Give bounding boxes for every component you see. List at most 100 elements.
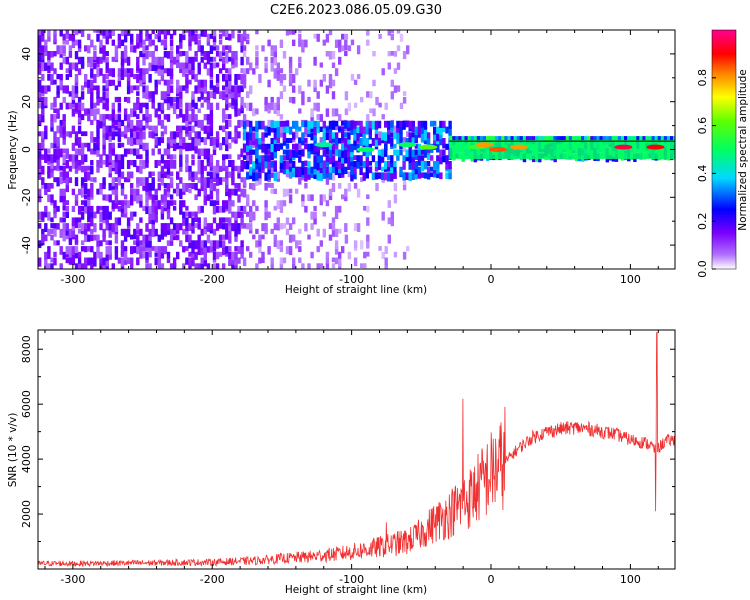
heatmap-cell <box>130 45 134 53</box>
heatmap-cell <box>249 251 253 258</box>
heatmap-cell <box>228 85 232 94</box>
heatmap-cell <box>142 91 146 99</box>
heatmap-cell <box>228 142 232 149</box>
heatmap-cell <box>206 148 211 158</box>
heatmap-cell <box>304 143 308 150</box>
heatmap-cell <box>578 136 582 143</box>
heatmap-cell <box>68 240 73 245</box>
heatmap-cell <box>62 234 66 242</box>
heatmap-cell <box>384 132 388 141</box>
heatmap-cell <box>292 257 296 265</box>
heatmap-cell <box>41 51 45 61</box>
heatmap-cell <box>264 223 268 232</box>
heatmap-cell <box>372 79 376 87</box>
heatmap-cell <box>68 91 73 97</box>
heatmap-cell <box>264 143 268 151</box>
heatmap-cell <box>212 205 217 215</box>
heatmap-cell <box>105 62 109 70</box>
heatmap-cell <box>448 161 452 170</box>
heatmap-cell <box>123 211 128 218</box>
heatmap-cell <box>139 217 143 223</box>
heatmap-cell <box>117 165 122 174</box>
heatmap-cell <box>47 165 51 174</box>
heatmap-cell <box>331 138 336 143</box>
heatmap-cell <box>307 263 311 269</box>
heatmap-cell <box>212 246 217 252</box>
heatmap-cell <box>396 85 401 92</box>
heatmap-cell <box>126 177 131 183</box>
heatmap-cell <box>380 138 385 144</box>
heatmap-cell <box>117 114 122 122</box>
heatmap-cell <box>130 200 134 206</box>
heatmap-cell <box>307 79 311 87</box>
heatmap-cell <box>44 211 48 218</box>
heatmap-cell <box>359 155 363 162</box>
heatmap-cell <box>74 217 79 224</box>
heatmap-cell <box>200 177 204 187</box>
heatmap-cell <box>185 211 189 217</box>
heatmap-cell <box>130 39 134 45</box>
heatmap-cell <box>53 142 57 149</box>
heatmap-cell <box>215 165 220 174</box>
heatmap-cell <box>179 51 183 57</box>
heatmap-cell <box>417 126 422 134</box>
heatmap-cell <box>105 51 109 56</box>
heatmap-cell <box>307 126 311 134</box>
heatmap-cell <box>133 137 137 145</box>
heatmap-cell <box>366 217 370 226</box>
heatmap-cell <box>163 148 168 156</box>
heatmap-cell <box>215 188 220 195</box>
heatmap-cell <box>136 194 140 204</box>
heatmap-cell <box>298 39 302 47</box>
heatmap-cell <box>93 142 97 151</box>
heatmap-cell <box>80 228 85 235</box>
heatmap-cell <box>252 132 256 141</box>
heatmap-cell <box>234 228 238 237</box>
heatmap-cell <box>166 200 171 210</box>
heatmap-cell <box>414 172 418 180</box>
heatmap-cell <box>93 211 97 219</box>
heatmap-cell <box>420 155 425 161</box>
heatmap-cell <box>145 142 149 150</box>
heatmap-cell <box>316 228 320 237</box>
heatmap-cell <box>334 161 339 167</box>
heatmap-cell <box>380 132 385 141</box>
heatmap-cell <box>59 188 63 196</box>
heatmap-cell <box>267 126 271 136</box>
heatmap-cell <box>252 200 256 207</box>
heatmap-cell <box>203 217 207 227</box>
heatmap-cell <box>87 165 91 171</box>
heatmap-cell <box>53 228 57 237</box>
heatmap-cell <box>96 148 100 157</box>
heatmap-cell <box>366 39 370 46</box>
heatmap-cell <box>194 142 198 151</box>
heatmap-cell <box>172 154 177 160</box>
heatmap-cell <box>282 120 287 127</box>
heatmap-cell <box>182 68 186 77</box>
heatmap-cell <box>117 125 122 134</box>
heatmap-cell <box>279 200 284 208</box>
heatmap-cell <box>322 138 326 144</box>
heatmap-cell <box>231 188 235 196</box>
heatmap-cell <box>179 91 183 99</box>
heatmap-cell <box>62 223 66 232</box>
heatmap-cell <box>359 126 363 134</box>
heatmap-cell <box>197 217 201 224</box>
heatmap-cell <box>117 205 122 212</box>
heatmap-band <box>449 139 675 160</box>
heatmap-cell <box>298 56 302 63</box>
heatmap-cell <box>99 211 103 218</box>
heatmap-cell <box>513 136 517 142</box>
heatmap-cell <box>222 125 226 133</box>
heatmap-cell <box>99 257 103 264</box>
heatmap-cell <box>176 79 180 88</box>
heatmap-cell <box>114 217 119 225</box>
heatmap-cell <box>151 39 155 46</box>
heatmap-cell <box>160 119 165 129</box>
heatmap-cell <box>279 68 284 74</box>
heatmap-cell <box>154 33 158 39</box>
heatmap-cell <box>99 223 103 231</box>
heatmap-cell <box>222 108 226 117</box>
heatmap-cell <box>408 149 412 157</box>
